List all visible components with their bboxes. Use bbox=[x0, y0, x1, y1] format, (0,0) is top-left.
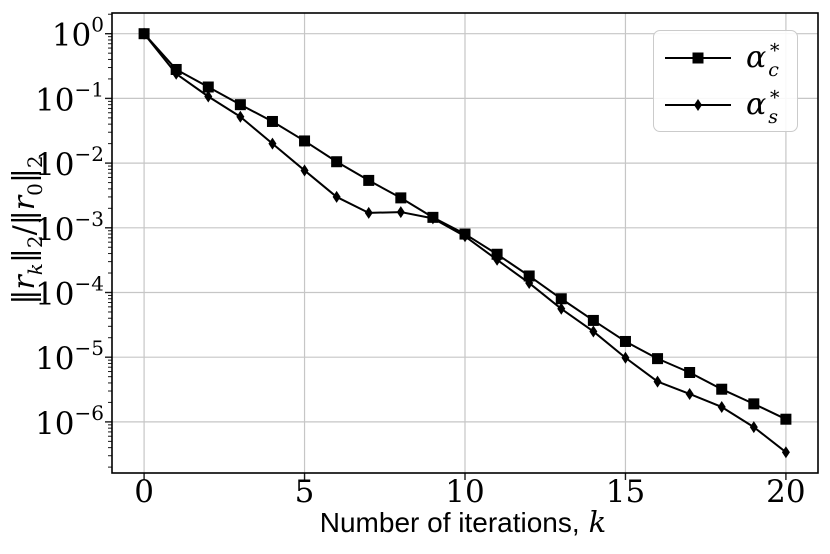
marker-square bbox=[234, 99, 246, 111]
y-tick-label: 10−5 bbox=[35, 336, 104, 377]
marker-square bbox=[523, 270, 535, 282]
legend-label: α ∗ c bbox=[746, 35, 782, 81]
y-tick-label: 10−1 bbox=[35, 77, 104, 118]
marker-diamond bbox=[557, 302, 566, 315]
marker-diamond bbox=[300, 164, 309, 177]
marker-diamond bbox=[589, 325, 598, 338]
legend-marker-diamond-icon bbox=[665, 98, 731, 111]
marker-diamond bbox=[461, 230, 469, 243]
legend-marker-square-icon bbox=[665, 52, 731, 63]
x-tick-label: 20 bbox=[766, 474, 805, 510]
marker-diamond bbox=[236, 110, 245, 123]
x-axis-label: Number of iterations, k bbox=[320, 505, 606, 539]
marker-diamond bbox=[685, 387, 694, 400]
x-tick-label: 0 bbox=[134, 474, 154, 510]
marker-diamond bbox=[268, 137, 277, 150]
y-tick-label: 10−2 bbox=[35, 142, 104, 183]
marker-square bbox=[652, 353, 664, 365]
marker-diamond bbox=[140, 27, 149, 40]
x-tick-label: 5 bbox=[295, 474, 315, 510]
marker-diamond bbox=[653, 375, 662, 388]
marker-diamond bbox=[749, 421, 758, 434]
marker-square bbox=[331, 156, 343, 168]
y-tick-label: 10−4 bbox=[35, 271, 104, 312]
marker-diamond bbox=[428, 212, 437, 225]
marker-square bbox=[266, 115, 278, 127]
marker-square bbox=[748, 398, 760, 410]
marker-diamond bbox=[717, 400, 726, 413]
marker-square bbox=[202, 81, 214, 93]
legend-entry: α ∗ c bbox=[663, 37, 797, 79]
series-alpha-s bbox=[140, 27, 790, 459]
marker-square bbox=[363, 174, 375, 186]
legend-label: α ∗ s bbox=[746, 82, 782, 128]
marker-square bbox=[684, 366, 696, 378]
marker-square bbox=[395, 192, 407, 204]
marker-square bbox=[587, 314, 599, 326]
gridlines bbox=[112, 13, 818, 473]
marker-square bbox=[299, 135, 311, 147]
marker-diamond bbox=[364, 206, 373, 219]
y-tick-label: 10−3 bbox=[35, 207, 104, 248]
y-axis-label: ‖rk‖2/‖r0‖2 bbox=[7, 155, 47, 304]
marker-square bbox=[555, 293, 567, 305]
legend-entry: α ∗ s bbox=[663, 84, 797, 126]
marker-square bbox=[619, 335, 631, 347]
marker-diamond bbox=[332, 190, 341, 203]
marker-square bbox=[780, 413, 792, 425]
marker-diamond bbox=[493, 253, 502, 266]
legend: α ∗ c α ∗ s bbox=[653, 30, 798, 132]
plot-frame bbox=[111, 12, 819, 474]
x-tick-label: 10 bbox=[445, 474, 484, 510]
marker-square bbox=[716, 383, 728, 395]
y-tick-label: 100 bbox=[52, 13, 104, 54]
marker-diamond bbox=[781, 446, 790, 459]
x-tick-label: 15 bbox=[606, 474, 645, 510]
marker-diamond bbox=[172, 67, 181, 80]
marker-diamond bbox=[396, 206, 405, 219]
marker-diamond bbox=[621, 351, 630, 364]
marker-diamond bbox=[525, 277, 534, 290]
marker-diamond bbox=[204, 90, 213, 103]
y-tick-label: 10−6 bbox=[35, 401, 104, 442]
